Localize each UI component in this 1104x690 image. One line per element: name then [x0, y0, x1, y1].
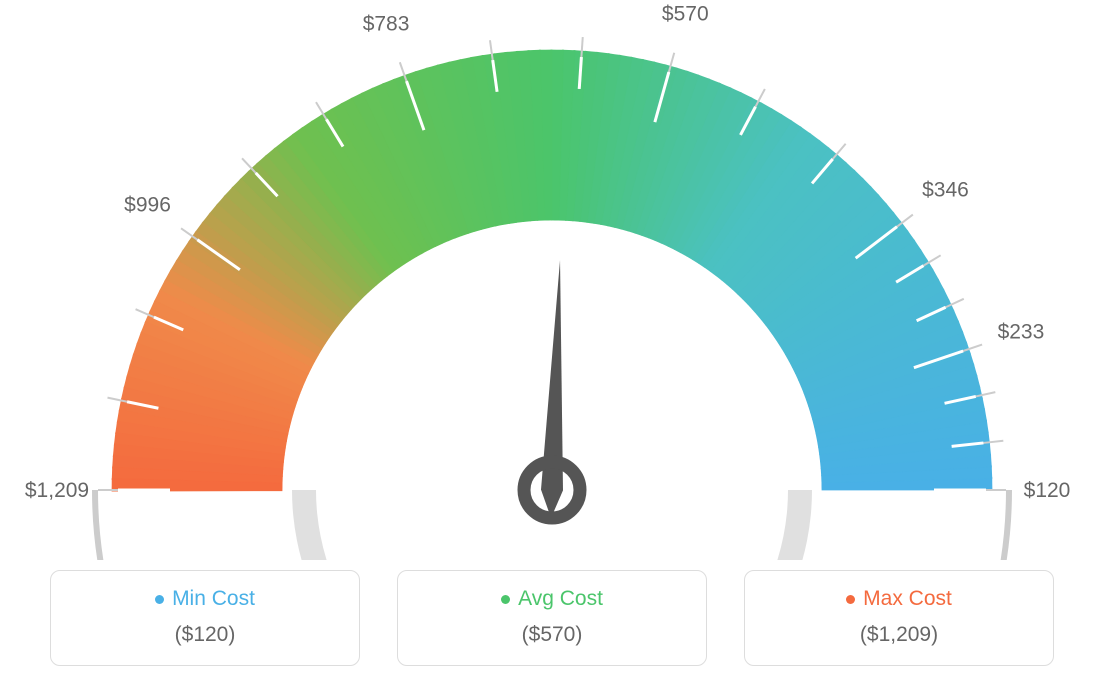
tick-label: $1,209 [25, 479, 89, 502]
legend-min-title: Min Cost [155, 587, 255, 611]
legend-min-title-text: Min Cost [172, 587, 255, 611]
legend-avg-title: Avg Cost [501, 587, 603, 611]
tick-label: $783 [363, 13, 410, 36]
dot-icon [155, 595, 164, 604]
tick-label: $346 [922, 179, 969, 202]
legend-card-min: Min Cost ($120) [50, 570, 360, 666]
legend-max-value: ($1,209) [765, 623, 1033, 647]
legend-max-title: Max Cost [846, 587, 952, 611]
tick-label: $120 [1024, 479, 1071, 502]
tick-label: $233 [998, 320, 1045, 343]
legend-avg-value: ($570) [418, 623, 686, 647]
gauge-needle [541, 260, 563, 518]
tick-label: $570 [662, 2, 709, 25]
legend-row: Min Cost ($120) Avg Cost ($570) Max Cost… [0, 570, 1104, 666]
legend-avg-title-text: Avg Cost [518, 587, 603, 611]
dot-icon [501, 595, 510, 604]
legend-min-value: ($120) [71, 623, 339, 647]
cost-gauge-chart: $120 $233 $346 $570 $783 $996 $1,209 [0, 0, 1104, 560]
tick-label: $996 [124, 194, 171, 217]
dot-icon [846, 595, 855, 604]
legend-card-max: Max Cost ($1,209) [744, 570, 1054, 666]
legend-card-avg: Avg Cost ($570) [397, 570, 707, 666]
gauge-container: $120 $233 $346 $570 $783 $996 $1,209 [0, 0, 1104, 560]
legend-max-title-text: Max Cost [863, 587, 952, 611]
